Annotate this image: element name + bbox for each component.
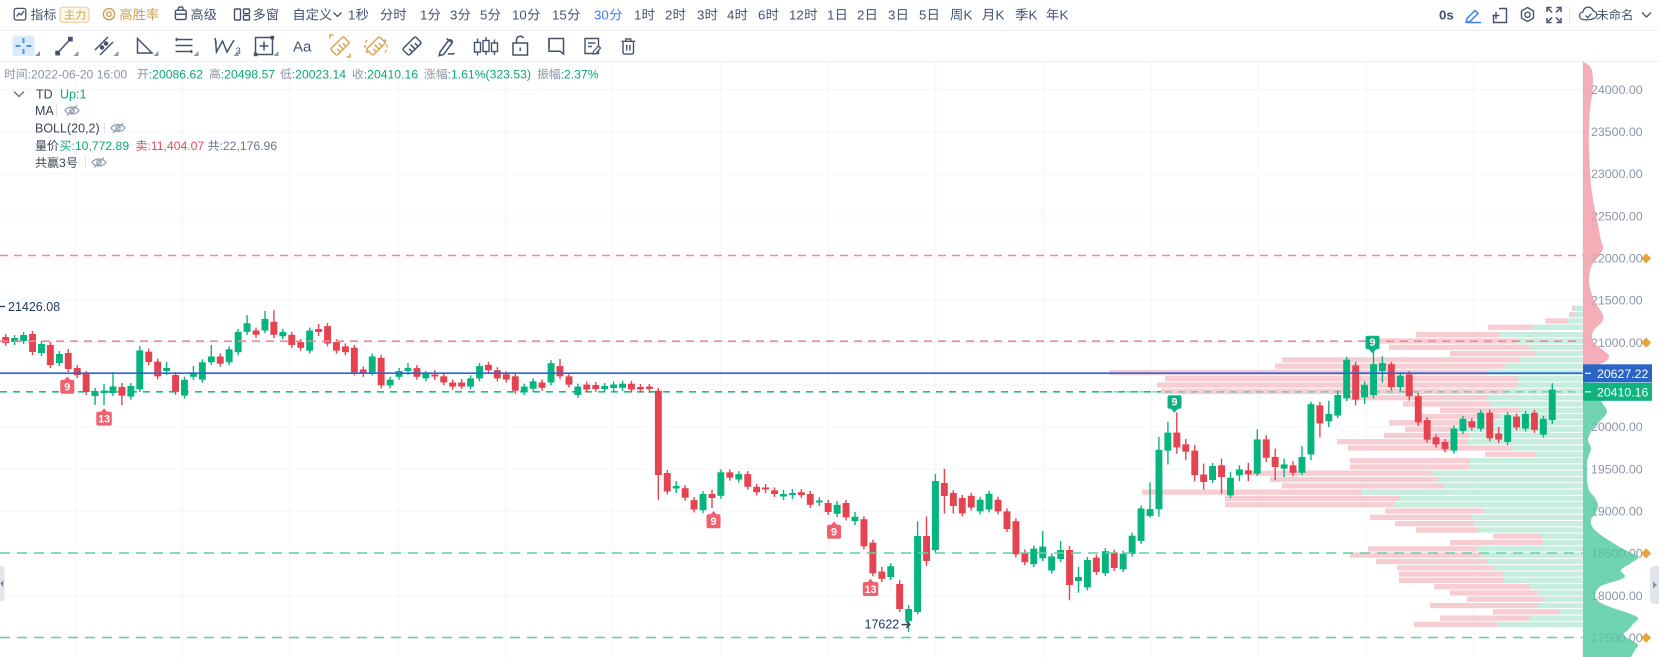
svg-text:23000.00: 23000.00 [1591,167,1643,181]
svg-text:TD: TD [36,88,53,102]
svg-text:3: 3 [888,7,895,22]
svg-text:0s: 0s [1439,7,1454,22]
svg-text::20498.57: :20498.57 [221,67,275,81]
svg-text:BOLL(20,2): BOLL(20,2) [35,122,100,136]
svg-text:17622: 17622 [865,618,900,632]
svg-text:22000.00: 22000.00 [1591,252,1643,266]
svg-text:9: 9 [710,516,716,528]
svg-text:1: 1 [827,7,834,22]
svg-text:5: 5 [480,7,487,22]
svg-text::11,404.07: :11,404.07 [148,139,205,153]
svg-text:20000.00: 20000.00 [1591,420,1643,434]
svg-text:3: 3 [450,7,457,22]
svg-text:12: 12 [789,7,804,22]
svg-text:K: K [964,7,973,22]
svg-text:15: 15 [552,7,567,22]
svg-text:18000.00: 18000.00 [1591,589,1643,603]
svg-text:MA: MA [35,104,54,118]
svg-text:24000.00: 24000.00 [1591,83,1643,97]
svg-text:19500.00: 19500.00 [1591,462,1643,476]
svg-text::1.61%(323.53): :1.61%(323.53) [448,67,531,81]
svg-text:20410.16: 20410.16 [1597,385,1648,399]
svg-text:Aa: Aa [293,39,312,56]
svg-text:23500.00: 23500.00 [1591,125,1643,139]
svg-text:K: K [1060,7,1069,22]
svg-text:1: 1 [420,7,427,22]
svg-text:21500.00: 21500.00 [1591,294,1643,308]
svg-text:3: 3 [59,156,66,170]
svg-text:10: 10 [512,7,527,22]
svg-text:30: 30 [594,7,609,22]
svg-text:6: 6 [758,7,765,22]
svg-text:4: 4 [727,7,734,22]
svg-text:9: 9 [831,527,837,539]
svg-text:2: 2 [665,7,672,22]
svg-text:3: 3 [697,7,704,22]
svg-text:K: K [996,7,1005,22]
svg-text:Up:1: Up:1 [60,88,86,102]
svg-text:9: 9 [64,382,70,394]
svg-text:5: 5 [919,7,926,22]
svg-text::20086.62: :20086.62 [149,67,203,81]
svg-text:19000.00: 19000.00 [1591,505,1643,519]
svg-text::2.37%: :2.37% [561,67,599,81]
svg-text::22,176.96: :22,176.96 [220,139,278,153]
svg-text:9: 9 [1171,397,1177,409]
svg-text:K: K [1029,7,1038,22]
svg-text::2022-06-20 16:00: :2022-06-20 16:00 [28,67,128,81]
svg-text::20023.14: :20023.14 [292,67,346,81]
svg-text:21000.00: 21000.00 [1591,336,1643,350]
svg-text:22500.00: 22500.00 [1591,209,1643,223]
svg-text:13: 13 [98,413,110,425]
svg-text:9: 9 [1369,337,1375,349]
svg-text::20410.16: :20410.16 [364,67,418,81]
svg-text:2: 2 [857,7,864,22]
svg-text:1: 1 [634,7,641,22]
svg-text:20627.22: 20627.22 [1597,367,1648,381]
svg-text:1: 1 [348,7,355,22]
svg-text::10,772.89: :10,772.89 [72,139,130,153]
svg-text:13: 13 [864,584,876,596]
svg-text:21426.08: 21426.08 [8,300,60,314]
